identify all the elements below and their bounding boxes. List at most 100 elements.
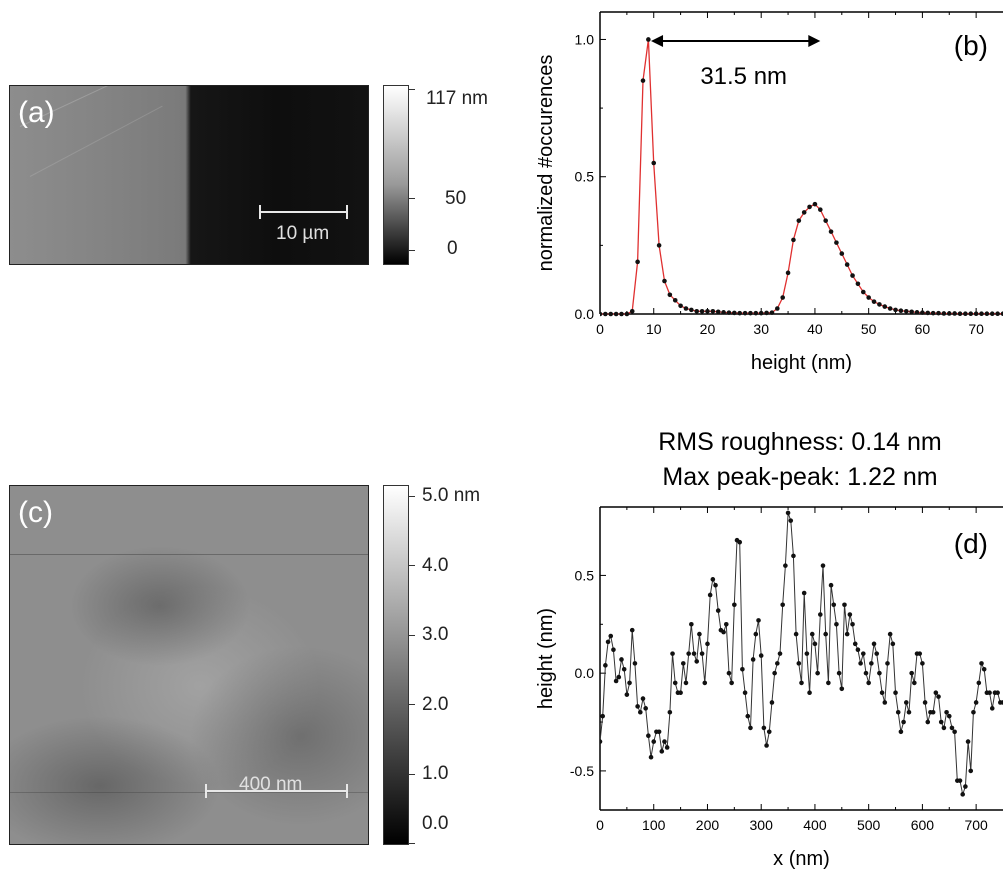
- chart-b-y-tick-label: 1.0: [575, 31, 595, 47]
- chart-d-x-tick-label: 0: [596, 817, 604, 833]
- chart-d-panel-label: (d): [954, 528, 988, 559]
- chart-b-data-point: [968, 311, 974, 317]
- chart-d-data-point: [613, 678, 619, 684]
- chart-d-data-point: [828, 582, 834, 588]
- chart-b-data-point: [952, 311, 957, 316]
- chart-b-data-point: [871, 299, 877, 304]
- chart-d-data-point: [686, 651, 691, 656]
- chart-b-data-point: [844, 262, 850, 267]
- chart-d-data-point: [836, 670, 842, 676]
- chart-d-data-point: [981, 666, 987, 672]
- chart-b-x-tick-label: 30: [753, 321, 769, 337]
- chart-d-y-axis-label: height (nm): [535, 608, 557, 709]
- chart-d-data-point: [957, 778, 963, 783]
- colorbar-c: [383, 485, 409, 845]
- colorbar-label: 3.0: [422, 624, 449, 645]
- chart-b-annotation-label: 31.5 nm: [700, 63, 787, 90]
- chart-b-data-point: [764, 310, 769, 316]
- chart-d-data-point: [780, 602, 785, 608]
- chart-d-data-point: [871, 641, 877, 647]
- chart-b-data-point: [699, 308, 705, 314]
- chart-b-data-point: [909, 309, 914, 315]
- colorbar-tick: [409, 89, 415, 90]
- scalebar-cap: [346, 205, 348, 219]
- chart-d-data-point: [619, 657, 624, 662]
- chart-d-data-point: [933, 690, 939, 696]
- chart-d-data-point: [659, 749, 665, 754]
- chart-d-data-point: [748, 725, 753, 731]
- chart-b-x-tick-label: 0: [596, 321, 604, 337]
- chart-d-data-point: [710, 577, 716, 582]
- chart-b-data-point: [812, 201, 818, 207]
- chart-d-data-point: [651, 739, 657, 744]
- chart-b-data-point: [726, 310, 732, 315]
- chart-b-data-point: [973, 311, 979, 317]
- chart-b-x-tick-label: 40: [807, 321, 823, 337]
- chart-d-data-point: [866, 680, 871, 686]
- chart-d-data-point: [753, 631, 759, 637]
- chart-d-data-point: [812, 641, 818, 647]
- colorbar-label: 1.0: [422, 763, 449, 784]
- chart-d-x-axis-label: x (nm): [773, 848, 830, 870]
- panel-label-a: (a): [18, 96, 55, 129]
- chart-b-data-point: [608, 311, 614, 317]
- chart-b-data-point: [603, 311, 608, 317]
- chart-b-x-tick-label: 10: [646, 321, 662, 337]
- chart-b-data-point: [694, 308, 700, 314]
- chart-d-data-point: [672, 680, 678, 686]
- chart-d-data-point: [965, 739, 971, 744]
- scalebar-line: [206, 790, 348, 792]
- chart-d-data-point: [632, 661, 638, 666]
- chart-d-data-point: [893, 690, 898, 696]
- chart-d-data-point: [912, 680, 917, 686]
- chart-b-data-point: [705, 308, 710, 314]
- chart-d-data-point: [678, 690, 683, 696]
- chart-b-data-point: [748, 310, 753, 316]
- chart-d-data-point: [818, 612, 823, 617]
- chart-b-data-point: [600, 311, 603, 317]
- chart-d-data-point: [621, 666, 627, 672]
- chart-d-data-point: [946, 713, 952, 719]
- chart-d-data-point: [705, 641, 710, 647]
- chart-d-data-point: [850, 621, 855, 627]
- chart-b-data-point: [678, 303, 683, 309]
- chart-d-data-point: [898, 729, 904, 735]
- chart-b-data-point: [775, 306, 780, 311]
- chart-d-data-point: [882, 700, 888, 705]
- colorbar-tick: [409, 635, 415, 636]
- chart-d-data-point: [925, 719, 931, 725]
- chart-d-data-point: [713, 582, 718, 588]
- chart-d-data-point: [952, 729, 957, 735]
- chart-d-data-point: [842, 602, 847, 608]
- chart-d-data-point: [847, 612, 853, 617]
- chart-d-data-point: [648, 754, 654, 760]
- chart-d-data-point: [941, 725, 947, 731]
- chart-d-data-point: [938, 719, 944, 725]
- chart-b-data-point: [619, 311, 624, 317]
- chart-d-data-point: [761, 725, 767, 731]
- chart-d-data-point: [863, 670, 869, 676]
- chart-d-data-point: [973, 700, 979, 705]
- chart-b-data-point: [651, 160, 657, 166]
- chart-d-data-point: [600, 713, 605, 719]
- chart-d-data-point: [600, 739, 603, 744]
- chart-b-x-axis-label: height (nm): [751, 352, 852, 374]
- chart-b-data-point: [995, 311, 1000, 317]
- chart-d-data-point: [815, 670, 820, 676]
- chart-d-data-point: [809, 631, 815, 637]
- chart-d-data-point: [791, 553, 796, 559]
- chart-d-data-point: [826, 680, 831, 686]
- chart-d-x-tick-label: 100: [642, 817, 666, 833]
- chart-b-data-point: [689, 307, 694, 313]
- chart-d-data-point: [874, 651, 880, 656]
- chart-b-data-point: [1000, 311, 1003, 317]
- chart-b-data-point: [683, 306, 689, 311]
- chart-b-data-point: [914, 310, 920, 315]
- chart-b-data-point: [887, 306, 893, 311]
- chart-d-data-point: [635, 704, 640, 709]
- chart-d-x-tick-label: 400: [803, 817, 827, 833]
- chart-b-x-tick-label: 70: [968, 321, 984, 337]
- chart-d-data-point: [697, 631, 702, 637]
- chart-b-panel-label: (b): [954, 30, 988, 61]
- max-peak-peak-text: Max peak-peak: 1.22 nm: [662, 463, 938, 491]
